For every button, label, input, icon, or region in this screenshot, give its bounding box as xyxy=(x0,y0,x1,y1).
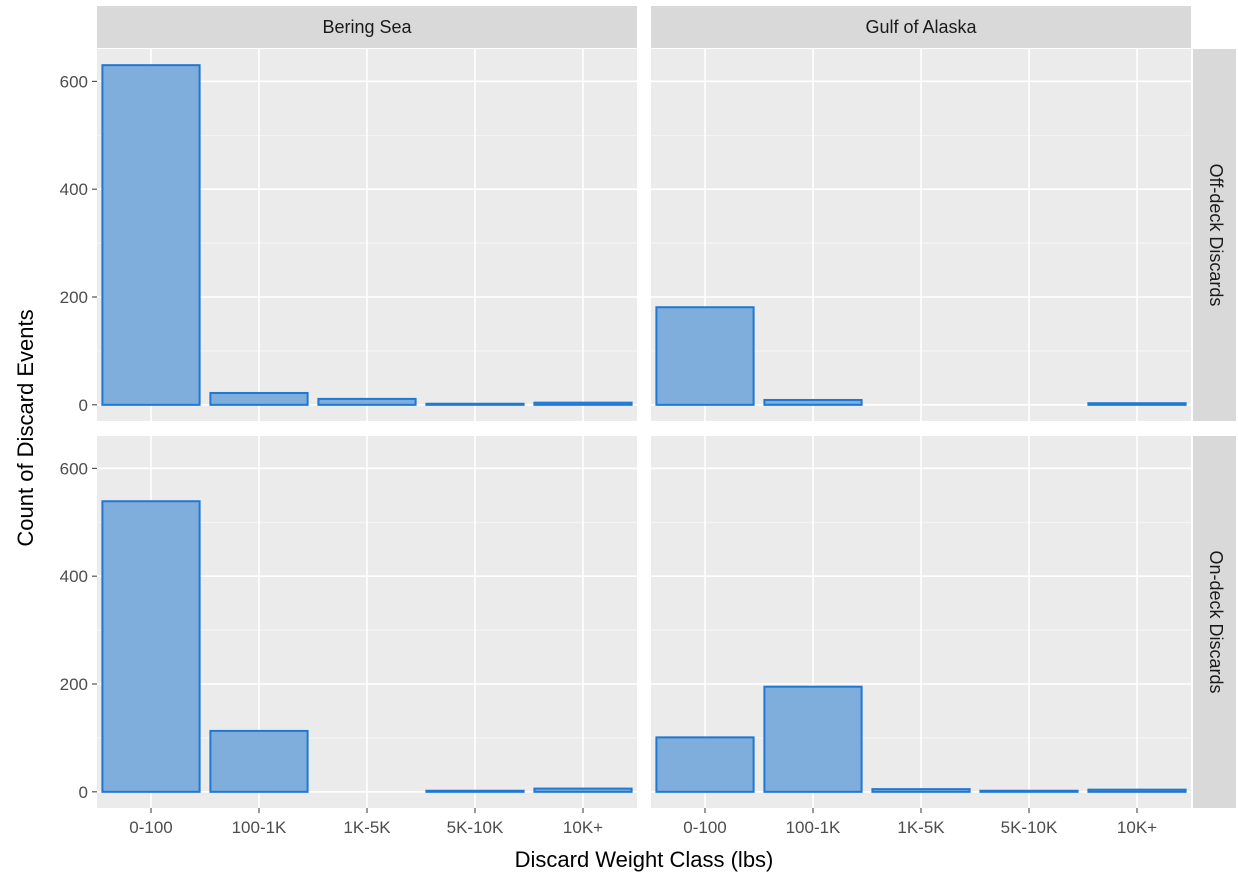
column-strip: Bering Sea xyxy=(97,6,637,48)
row-strip-label: On-deck Discards xyxy=(1206,550,1226,693)
x-tick-label: 0-100 xyxy=(129,818,172,837)
y-tick-label: 600 xyxy=(60,72,88,91)
bar-100-1k xyxy=(763,398,863,406)
panel-bering-sea-on-deck-discards xyxy=(97,436,637,808)
y-tick-label: 400 xyxy=(60,567,88,586)
bar-0-100 xyxy=(655,736,755,793)
panel-bering-sea-off-deck-discards xyxy=(97,49,637,421)
strip-background xyxy=(1193,49,1236,421)
bar-0-100 xyxy=(655,306,755,406)
bar-5k-10k xyxy=(425,402,525,406)
x-tick-label: 1K-5K xyxy=(897,818,945,837)
y-tick-label: 0 xyxy=(79,396,88,415)
y-tick-label: 200 xyxy=(60,675,88,694)
strip-background xyxy=(1193,436,1236,808)
panel-gulf-of-alaska-on-deck-discards xyxy=(651,436,1191,808)
strip-background xyxy=(651,6,1191,48)
y-tick-label: 400 xyxy=(60,180,88,199)
bar-10k- xyxy=(1087,788,1187,793)
bar-100-1k xyxy=(763,685,863,793)
bar-0-100 xyxy=(101,64,201,406)
y-tick-label: 200 xyxy=(60,288,88,307)
x-tick-label: 1K-5K xyxy=(343,818,391,837)
x-tick-label: 5K-10K xyxy=(1001,818,1058,837)
x-axis-title: Discard Weight Class (lbs) xyxy=(515,847,774,872)
x-tick-label: 5K-10K xyxy=(447,818,504,837)
x-tick-label: 10K+ xyxy=(563,818,603,837)
column-strip-label: Gulf of Alaska xyxy=(865,17,977,37)
column-strip-label: Bering Sea xyxy=(322,17,412,37)
x-tick-label: 100-1K xyxy=(786,818,841,837)
y-axis-title: Count of Discard Events xyxy=(13,309,38,546)
bar-10k- xyxy=(533,401,633,406)
strip-background xyxy=(97,6,637,48)
bar-10k- xyxy=(533,787,633,793)
bar-10k- xyxy=(1087,402,1187,406)
row-strip: On-deck Discards xyxy=(1193,436,1236,808)
bar-0-100 xyxy=(101,500,201,793)
bar-100-1k xyxy=(209,729,309,793)
x-tick-label: 10K+ xyxy=(1117,818,1157,837)
y-tick-label: 600 xyxy=(60,459,88,478)
bar-1k-5k xyxy=(317,397,417,406)
bar-5k-10k xyxy=(425,789,525,793)
panel-gulf-of-alaska-off-deck-discards xyxy=(651,49,1191,421)
bar-5k-10k xyxy=(979,789,1079,793)
x-tick-label: 0-100 xyxy=(683,818,726,837)
column-strip: Gulf of Alaska xyxy=(651,6,1191,48)
bar-100-1k xyxy=(209,391,309,406)
bar-1k-5k xyxy=(871,788,971,793)
row-strip-label: Off-deck Discards xyxy=(1206,164,1226,307)
y-tick-label: 0 xyxy=(79,783,88,802)
row-strip: Off-deck Discards xyxy=(1193,49,1236,421)
x-tick-label: 100-1K xyxy=(232,818,287,837)
